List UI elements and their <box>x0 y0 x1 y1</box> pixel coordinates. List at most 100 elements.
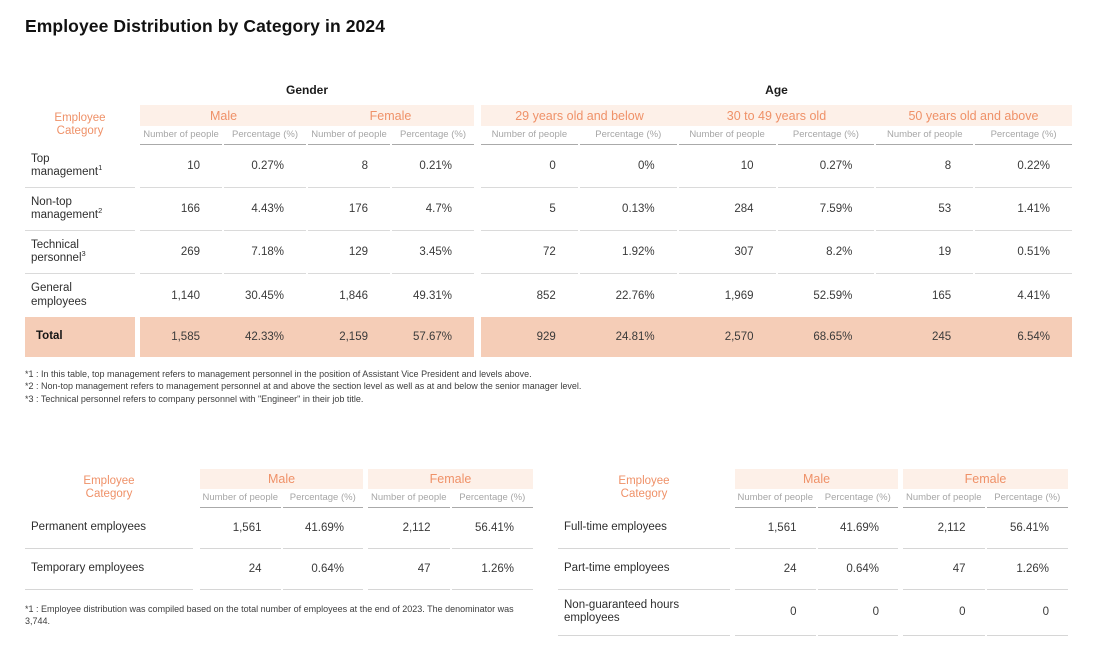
employee-category-label: Employee Category <box>618 475 670 501</box>
page: Employee Distribution by Category in 202… <box>25 16 1072 636</box>
age-band: 29 years old and below 30 to 49 years ol… <box>481 105 1072 126</box>
row-label: Top management1 <box>25 145 135 188</box>
cell: 52.59% <box>813 289 853 302</box>
cell: 1,561 <box>735 508 816 549</box>
group-title-row: Gender Age <box>25 83 1072 97</box>
female-header-block: Female Number of people Percentage (%) <box>903 468 1068 508</box>
female-header-block: Female Number of people Percentage (%) <box>368 468 533 508</box>
cell: 0.51% <box>975 231 1072 274</box>
cell: 4.43% <box>224 188 306 231</box>
female-cells: 2,112 56.41% <box>368 508 533 549</box>
age-cells: 929 24.81% 2,570 68.65% 245 6.54% <box>481 317 1072 357</box>
band-female: Female <box>369 108 412 123</box>
gender-header-block: Male Female Number of people Percentage … <box>140 105 474 145</box>
cell: 1,140 <box>171 289 200 302</box>
cell: 1.26% <box>986 549 1068 590</box>
age-cells: 72 1.92% 307 8.2% 19 0.51% <box>481 231 1072 274</box>
col-number-of-people: Number of people <box>308 126 390 145</box>
cell: 1,846 <box>339 289 368 302</box>
table-row-total: Total 1,585 42.33% 2,159 57.67% 929 24.8… <box>25 317 1072 357</box>
row-label: Full-time employees <box>558 508 730 549</box>
cell: 6.54% <box>1017 331 1050 343</box>
col-percentage: Percentage (%) <box>451 489 533 508</box>
cell: 2,159 <box>339 331 368 343</box>
col-number-of-people: Number of people <box>876 126 974 145</box>
cell: 7.18% <box>224 231 306 274</box>
cell: 1.41% <box>975 188 1072 231</box>
table-row-non-top-management: Non-top management2 166 4.43% 176 4.7% 5… <box>25 188 1072 231</box>
col-percentage: Percentage (%) <box>224 126 306 145</box>
cell: 19 <box>876 231 974 274</box>
cell: 10 <box>140 145 222 188</box>
row-label: Non-guaranteed hours employees <box>558 590 730 636</box>
cell: 56.41% <box>451 508 533 549</box>
gender-cells: 269 7.18% 129 3.45% <box>140 231 474 274</box>
age-cells: 852 22.76% 1,969 52.59% 165 4.41% <box>481 274 1072 317</box>
footnote-marker: 2 <box>98 206 103 216</box>
cell: 22.76% <box>615 289 655 302</box>
table-row-top-management: Top management1 10 0.27% 8 0.21% 0 0% 10… <box>25 145 1072 188</box>
row-label: Non-top management2 <box>25 188 135 231</box>
cell: 269 <box>140 231 222 274</box>
table-row-general-employees: General employees 1,140 30.45% 1,846 49.… <box>25 274 1072 317</box>
footnote-marker: 1 <box>98 163 103 173</box>
main-distribution-table: Gender Age Employee Category Male Female… <box>25 83 1072 405</box>
col-number-of-people: Number of people <box>903 489 985 508</box>
cell: 4.7% <box>392 188 474 231</box>
employee-category-label: Employee Category <box>83 475 135 501</box>
cell: 129 <box>308 231 390 274</box>
cell: 245 <box>931 331 952 343</box>
footnote-3: *3 : Technical personnel refers to compa… <box>25 393 364 404</box>
cell: 1.26% <box>451 549 533 590</box>
male-cells: 0 0 <box>735 590 898 636</box>
col-number-of-people: Number of people <box>200 489 281 508</box>
row-label: Temporary employees <box>25 549 193 590</box>
cell: 176 <box>308 188 390 231</box>
bottom-tables: Employee Category Male Number of people … <box>25 468 1072 636</box>
table-row-permanent-employees: Permanent employees 1,561 41.69% 2,112 5… <box>25 508 533 549</box>
cell: 47 <box>903 549 985 590</box>
gender-cells: 1,585 42.33% 2,159 57.67% <box>140 317 474 357</box>
cell: 0% <box>579 145 677 188</box>
cell: 68.65% <box>813 331 853 343</box>
cell: 0 <box>903 590 985 636</box>
table-row-technical-personnel: Technical personnel3 269 7.18% 129 3.45%… <box>25 231 1072 274</box>
female-cells: 0 0 <box>903 590 1068 636</box>
band-female: Female <box>964 471 1007 486</box>
col-percentage: Percentage (%) <box>975 126 1072 145</box>
cell: 2,112 <box>368 508 450 549</box>
cell: 7.59% <box>777 188 875 231</box>
main-table-footnotes: *1 : In this table, top management refer… <box>25 368 1072 405</box>
col-percentage: Percentage (%) <box>817 489 898 508</box>
group-title-gender: Gender <box>285 83 328 97</box>
row-label: Permanent employees <box>25 508 193 549</box>
cell: 284 <box>678 188 776 231</box>
row-label: Part-time employees <box>558 549 730 590</box>
footnote-1: *1 : Employee distribution was compiled … <box>25 603 514 627</box>
cell: 0.64% <box>282 549 363 590</box>
group-title-age: Age <box>765 83 788 97</box>
cell: 2,112 <box>903 508 985 549</box>
female-cells: 2,112 56.41% <box>903 508 1068 549</box>
age-cells: 0 0% 10 0.27% 8 0.22% <box>481 145 1072 188</box>
gender-cells: 10 0.27% 8 0.21% <box>140 145 474 188</box>
col-number-of-people: Number of people <box>368 489 450 508</box>
band-age-30-49: 30 to 49 years old <box>726 108 827 123</box>
male-cells: 24 0.64% <box>735 549 898 590</box>
cell: 3.45% <box>392 231 474 274</box>
cell: 1,561 <box>200 508 281 549</box>
gender-subheaders: Number of people Percentage (%) Number o… <box>140 126 474 145</box>
cell: 42.33% <box>244 331 284 343</box>
col-percentage: Percentage (%) <box>579 126 677 145</box>
contract-table-header: Employee Category Male Number of people … <box>25 468 533 508</box>
cell: 41.69% <box>282 508 363 549</box>
contract-table-footnotes: *1 : Employee distribution was compiled … <box>25 603 533 628</box>
col-number-of-people: Number of people <box>678 126 776 145</box>
total-label: Total <box>25 317 135 357</box>
band-male: Male <box>267 471 296 486</box>
male-header-block: Male Number of people Percentage (%) <box>735 468 898 508</box>
gender-cells: 166 4.43% 176 4.7% <box>140 188 474 231</box>
cell: 1.92% <box>579 231 677 274</box>
cell: 0.64% <box>817 549 898 590</box>
band-female: Female <box>429 471 472 486</box>
